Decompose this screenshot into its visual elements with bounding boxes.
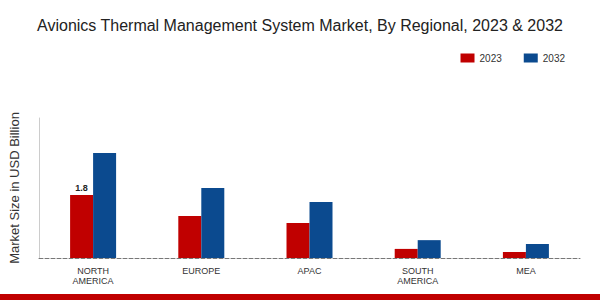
svg-text:SOUTH: SOUTH [402,266,434,276]
svg-text:EUROPE: EUROPE [182,266,220,276]
svg-text:Avionics Thermal Management Sy: Avionics Thermal Management System Marke… [37,17,563,34]
svg-text:Market Size in USD Billion: Market Size in USD Billion [7,112,22,264]
svg-text:AMERICA: AMERICA [73,276,114,286]
svg-text:2032: 2032 [543,53,566,64]
svg-text:AMERICA: AMERICA [397,276,438,286]
svg-text:NORTH: NORTH [77,266,109,276]
svg-text:2023: 2023 [480,53,503,64]
svg-text:MEA: MEA [516,266,536,276]
svg-text:APAC: APAC [298,266,322,276]
svg-text:1.8: 1.8 [75,183,88,193]
